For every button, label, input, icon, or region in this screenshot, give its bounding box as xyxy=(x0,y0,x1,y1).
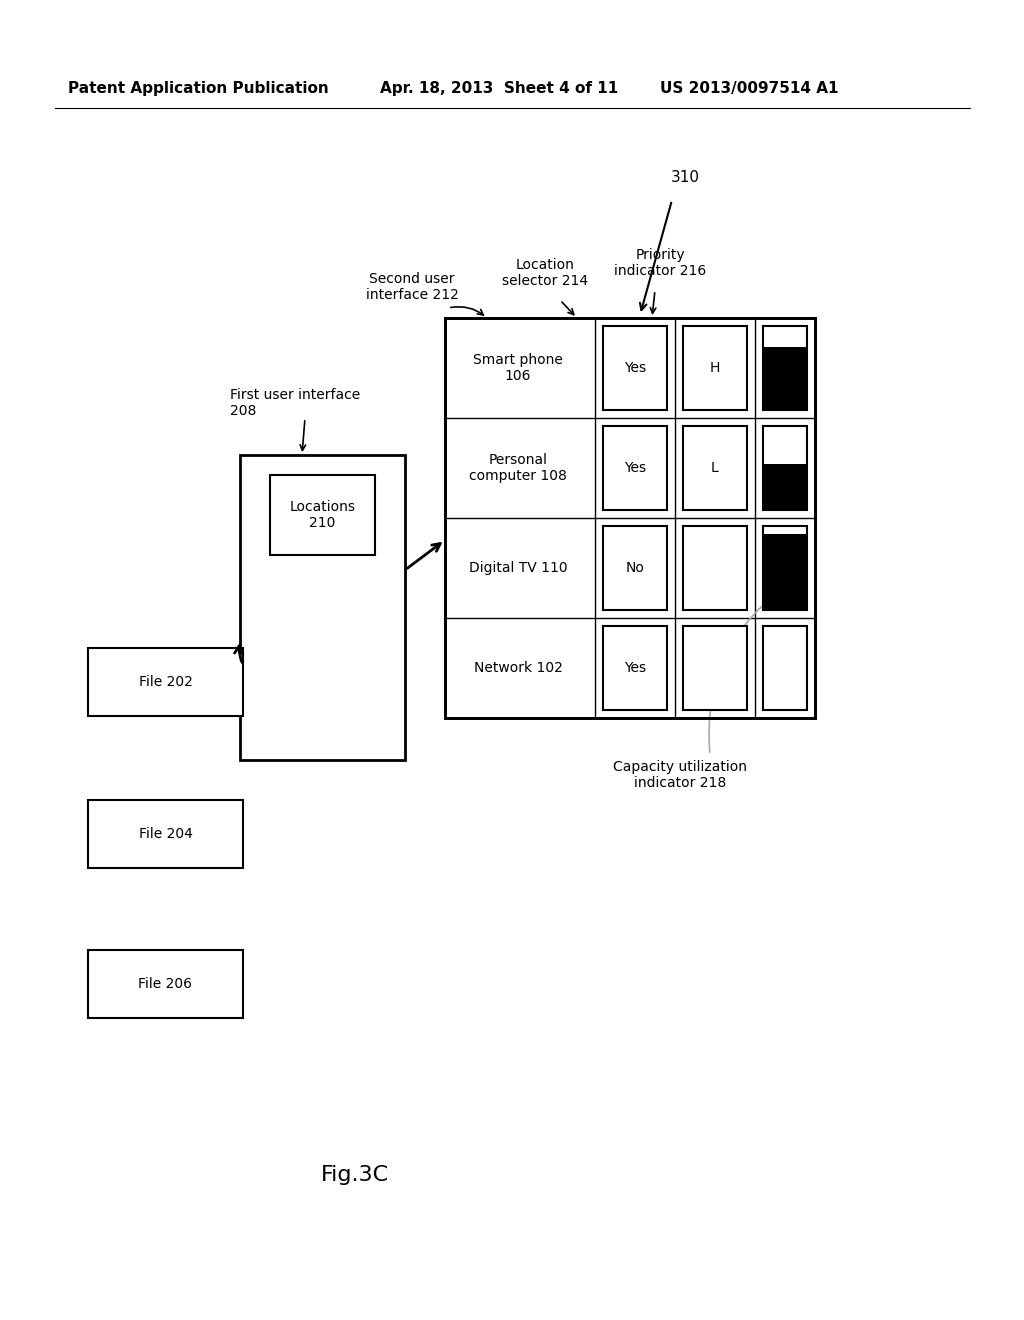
Bar xyxy=(683,525,746,610)
Text: Capacity utilization
indicator 218: Capacity utilization indicator 218 xyxy=(613,760,746,791)
Bar xyxy=(763,326,807,411)
Bar xyxy=(88,648,243,715)
Bar xyxy=(763,463,807,510)
Bar xyxy=(240,455,406,760)
Text: US 2013/0097514 A1: US 2013/0097514 A1 xyxy=(660,81,839,95)
Text: Locations
210: Locations 210 xyxy=(290,500,355,531)
Bar xyxy=(763,525,807,610)
Text: Priority
indicator 216: Priority indicator 216 xyxy=(613,248,707,279)
Bar xyxy=(603,626,667,710)
Bar xyxy=(683,426,746,510)
Text: File 202: File 202 xyxy=(138,675,193,689)
Text: Second user
interface 212: Second user interface 212 xyxy=(366,272,459,302)
Bar xyxy=(270,475,375,554)
Text: Network 102: Network 102 xyxy=(473,661,562,675)
Text: File 206: File 206 xyxy=(138,977,193,991)
Bar xyxy=(603,426,667,510)
Bar xyxy=(88,800,243,869)
Text: Apr. 18, 2013  Sheet 4 of 11: Apr. 18, 2013 Sheet 4 of 11 xyxy=(380,81,618,95)
Bar xyxy=(88,950,243,1018)
Text: Location
selector 214: Location selector 214 xyxy=(502,257,588,288)
Bar xyxy=(445,318,815,718)
Text: 310: 310 xyxy=(671,170,699,186)
Bar xyxy=(603,326,667,411)
Text: First user interface
208: First user interface 208 xyxy=(230,388,360,418)
Bar xyxy=(763,626,807,710)
Text: L: L xyxy=(711,461,719,475)
Text: No: No xyxy=(626,561,644,576)
Text: Smart phone
106: Smart phone 106 xyxy=(473,352,563,383)
Text: Yes: Yes xyxy=(624,661,646,675)
Bar xyxy=(683,626,746,710)
Text: H: H xyxy=(710,360,720,375)
Text: Patent Application Publication: Patent Application Publication xyxy=(68,81,329,95)
Bar xyxy=(763,426,807,510)
Text: Yes: Yes xyxy=(624,360,646,375)
Text: File 204: File 204 xyxy=(138,828,193,841)
Text: Digital TV 110: Digital TV 110 xyxy=(469,561,567,576)
Text: Personal
computer 108: Personal computer 108 xyxy=(469,453,567,483)
Text: Yes: Yes xyxy=(624,461,646,475)
Bar xyxy=(683,326,746,411)
Bar xyxy=(763,347,807,411)
Bar xyxy=(603,525,667,610)
Bar xyxy=(445,318,815,718)
Bar xyxy=(763,535,807,610)
Text: Fig.3C: Fig.3C xyxy=(321,1166,389,1185)
